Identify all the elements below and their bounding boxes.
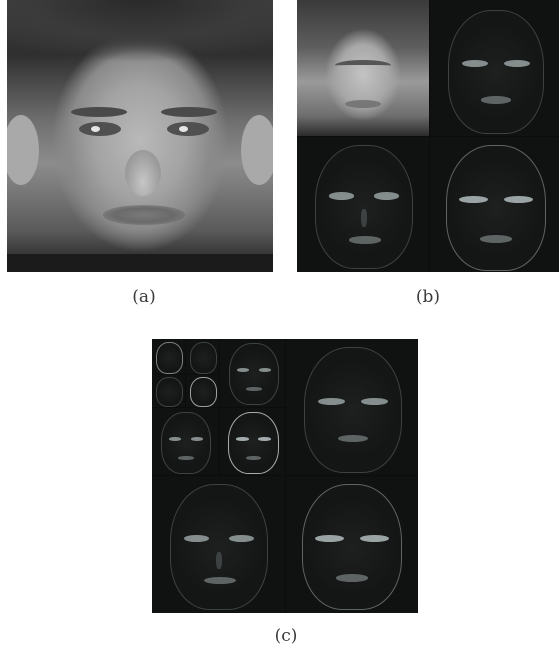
face-image-a (7, 0, 273, 272)
wavelet-multilevel-image-c (152, 339, 418, 613)
left-eyebrow (71, 107, 127, 117)
level3-detail-d (186, 375, 219, 407)
left-eye-highlight (91, 126, 100, 132)
level3-detail-h (186, 339, 219, 374)
nose (125, 150, 161, 196)
detail-face-outline (446, 145, 546, 271)
level2-detail-d (220, 408, 285, 475)
right-eyebrow (161, 107, 217, 117)
left-eye (79, 122, 121, 136)
horizontal-detail-subband (430, 0, 559, 136)
right-ear (241, 115, 273, 185)
detail-face-outline (315, 145, 413, 269)
level1-detail-h (286, 339, 418, 475)
level2-detail-v (152, 408, 219, 475)
level1-detail-v (152, 476, 285, 613)
right-eye-highlight (179, 126, 188, 132)
wavelet-level1-image-b (297, 0, 559, 272)
level3-approx (152, 339, 185, 374)
mouth (103, 205, 185, 225)
vertical-detail-subband (297, 137, 429, 272)
level1-detail-d (286, 476, 418, 613)
approx-eyes (335, 60, 391, 71)
hair-region (7, 0, 273, 62)
caption-a: (a) (132, 287, 156, 307)
caption-c: (c) (274, 626, 298, 646)
level2-detail-h (220, 339, 285, 407)
level3-detail-v (152, 375, 185, 407)
detail-face-outline (448, 10, 544, 134)
right-eye (167, 122, 209, 136)
neck-shadow (7, 254, 273, 272)
approximation-subband (297, 0, 429, 136)
caption-b: (b) (415, 287, 441, 307)
approx-mouth (345, 100, 381, 108)
left-ear (7, 115, 39, 185)
diagonal-detail-subband (430, 137, 559, 272)
